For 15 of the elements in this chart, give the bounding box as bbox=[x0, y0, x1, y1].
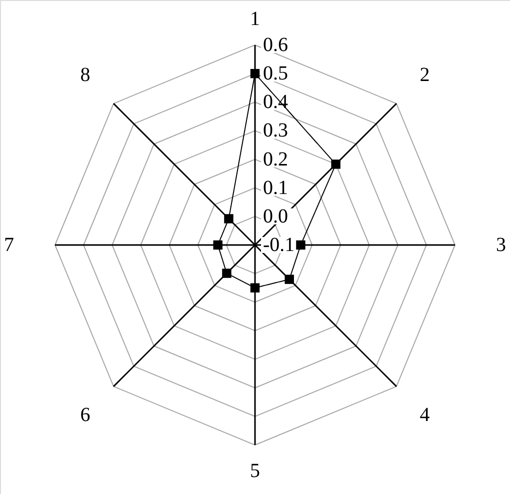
y-tick-label: 0.1 bbox=[263, 176, 288, 199]
spoke-label: 1 bbox=[250, 8, 260, 30]
y-tick-label: -0.1 bbox=[263, 234, 295, 256]
spoke-label: 2 bbox=[420, 64, 430, 86]
y-tick-label: 0.2 bbox=[263, 148, 288, 170]
spoke-label: 8 bbox=[80, 64, 90, 86]
y-tick-label: 0.5 bbox=[263, 62, 288, 85]
y-tick-label: 0.6 bbox=[263, 34, 288, 56]
spoke-label: 7 bbox=[4, 234, 14, 256]
spoke-label: 6 bbox=[80, 404, 90, 426]
spoke-label: 5 bbox=[250, 460, 260, 482]
y-tick-label: 0.0 bbox=[263, 205, 288, 228]
spoke-label: 4 bbox=[420, 404, 430, 426]
spoke-label: 3 bbox=[496, 234, 506, 256]
y-tick-label: 0.3 bbox=[263, 120, 288, 142]
